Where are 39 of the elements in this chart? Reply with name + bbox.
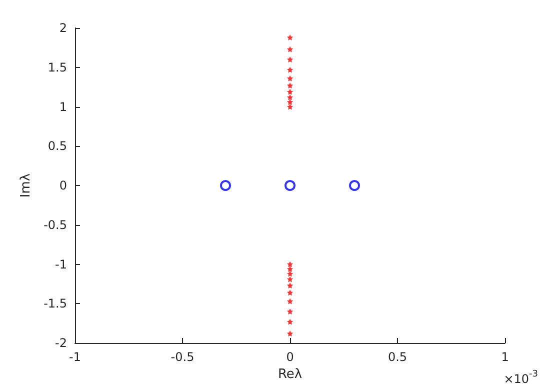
x-tick-label: -1 [69, 350, 81, 364]
point [287, 282, 293, 289]
point [287, 266, 293, 272]
x-tick-label: -0.5 [170, 350, 194, 364]
point [287, 290, 293, 296]
point [287, 75, 293, 82]
y-tick-label: 0.5 [48, 139, 67, 154]
y-axis-title: Imλ [18, 173, 34, 198]
point [287, 88, 293, 95]
point [349, 180, 360, 191]
point [287, 82, 293, 88]
point [287, 261, 293, 268]
y-tick-label: 2 [59, 21, 67, 35]
y-tick-label: -1 [55, 257, 67, 272]
x-tick-label: 1 [501, 350, 509, 364]
point [287, 66, 293, 73]
y-tick-label: -1.5 [44, 296, 67, 311]
y-tick-label: 0 [59, 178, 67, 192]
point [287, 34, 293, 40]
y-tick-label: -2 [55, 336, 67, 350]
point [287, 46, 293, 52]
point [287, 276, 293, 282]
point [287, 99, 293, 106]
y-tick-label: 1.5 [48, 60, 67, 74]
x-tick-label: 0.5 [388, 350, 408, 364]
point [284, 180, 296, 191]
point [287, 308, 293, 314]
point [287, 270, 293, 277]
point [287, 56, 293, 62]
point [287, 318, 293, 325]
x-axis-title: Reλ [278, 366, 302, 382]
point [287, 298, 293, 304]
y-tick-label: -0.5 [44, 218, 67, 232]
point [287, 330, 293, 337]
point [220, 180, 231, 191]
x-tick-label: 0 [286, 350, 294, 364]
point [287, 104, 293, 110]
point [287, 94, 293, 100]
y-tick-label: 1 [59, 100, 67, 114]
